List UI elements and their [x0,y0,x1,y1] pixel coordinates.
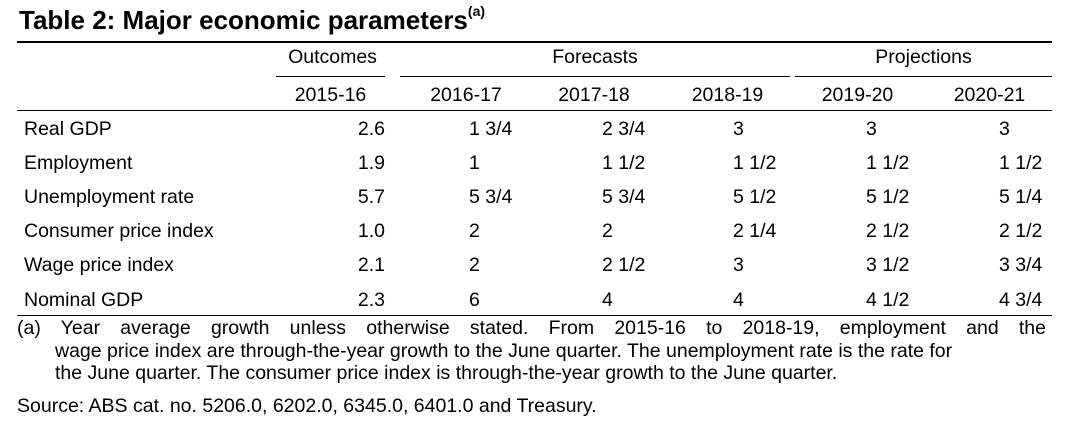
footnote-line: wage price index are through-the-year gr… [55,339,953,362]
year-header: 2018-19 [691,84,764,106]
table-cell: 3 3/4 [999,254,1043,276]
table-cell: 2 1/2 [999,220,1043,242]
projections-underline [795,76,1052,77]
table-cell: 2 1/4 [733,220,777,242]
header-rule [17,110,1052,111]
table-title-text: Table 2: Major economic parameters [19,5,468,35]
group-header-forecasts: Forecasts [552,46,638,68]
top-rule [17,41,1052,43]
table-cell: 2 [469,254,480,276]
row-label: Real GDP [24,118,112,140]
table-cell: 2 3/4 [602,118,646,140]
table-cell: 3 [999,118,1010,140]
table-cell: 1.0 [357,220,385,242]
group-header-projections: Projections [875,46,972,68]
table-cell: 4 [733,289,744,311]
year-header: 2015-16 [294,84,367,106]
table-title: Table 2: Major economic parameters(a) [19,3,486,36]
row-label: Nominal GDP [24,289,144,311]
table-cell: 4 1/2 [866,289,910,311]
table-cell: 3 1/2 [866,254,910,276]
table-cell: 5 1/2 [733,186,777,208]
table-cell: 5.7 [357,186,385,208]
table-cell: 6 [469,289,480,311]
footnote: (a) Year average growth unless otherwise… [17,317,1046,385]
table-cell: 2 1/2 [602,254,646,276]
table-cell: 2 1/2 [866,220,910,242]
table-cell: 3 [866,118,877,140]
table-cell: 1 1/2 [602,152,646,174]
table-cell: 1 1/2 [733,152,777,174]
row-label: Consumer price index [24,220,214,242]
table-cell: 3 [733,118,744,140]
table-cell: 1 3/4 [469,118,513,140]
table-cell: 2.3 [357,289,385,311]
year-header: 2020-21 [953,84,1026,106]
source-note: Source: ABS cat. no. 5206.0, 6202.0, 634… [17,395,597,417]
footnote-line: (a) Year average growth unless otherwise… [17,317,1046,339]
row-label: Employment [24,152,133,174]
title-footnote-marker: (a) [467,3,486,19]
row-label: Wage price index [24,254,174,276]
year-header: 2019-20 [821,84,894,106]
table-cell: 1 1/2 [866,152,910,174]
table-cell: 2 [469,220,480,242]
table-cell: 4 [602,289,613,311]
table-cell: 5 1/4 [999,186,1043,208]
table-cell: 2.6 [357,118,385,140]
table-cell: 2 [602,220,613,242]
bottom-rule [17,315,1052,316]
outcomes-underline [276,76,385,77]
table-cell: 1 [469,152,480,174]
footnote-line: the June quarter. The consumer price ind… [55,362,838,384]
table-cell: 2.1 [357,254,385,276]
row-label: Unemployment rate [24,186,195,208]
table-cell: 5 3/4 [469,186,513,208]
table-cell: 3 [733,254,744,276]
year-header: 2017-18 [558,84,630,106]
table-cell: 4 3/4 [999,289,1043,311]
year-header: 2016-17 [430,84,502,106]
table-cell: 5 3/4 [602,186,646,208]
forecasts-underline [400,76,790,77]
table-cell: 1 1/2 [999,152,1043,174]
table-cell: 5 1/2 [866,186,910,208]
group-header-outcomes: Outcomes [288,46,377,68]
table-cell: 1.9 [357,152,385,174]
